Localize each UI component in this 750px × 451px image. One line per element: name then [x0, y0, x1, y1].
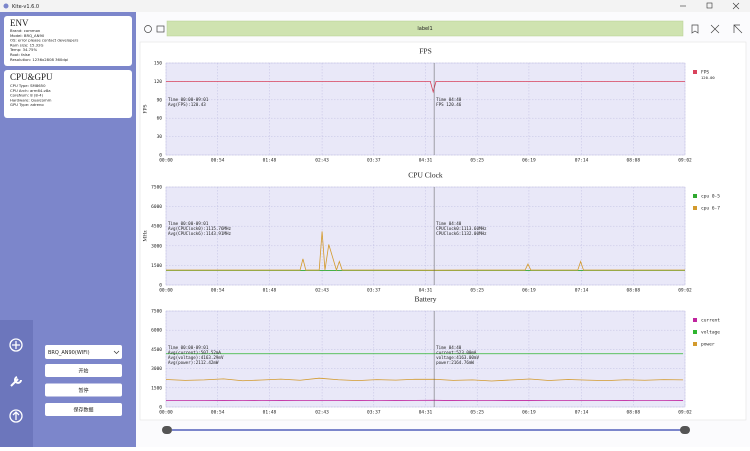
- range-handle-right[interactable]: [680, 426, 690, 434]
- x-tick-label: 07:14: [575, 158, 589, 164]
- y-axis-label: FPS: [142, 104, 148, 113]
- button-label: 保存数据: [73, 407, 93, 414]
- chart-title: CPU Clock: [408, 171, 443, 180]
- x-tick-label: 05:25: [470, 410, 484, 416]
- x-tick-label: 05:25: [470, 288, 484, 294]
- y-tick-label: 4500: [151, 224, 162, 230]
- y-tick-label: 4500: [151, 347, 162, 353]
- chart-title: FPS: [419, 47, 432, 56]
- x-tick-label: 07:14: [575, 288, 589, 294]
- y-axis-label: MHz: [142, 230, 148, 242]
- x-tick-label: 04:31: [419, 288, 433, 294]
- x-tick-label: 00:54: [211, 288, 225, 294]
- y-tick-label: 6000: [151, 204, 162, 210]
- x-tick-label: 09:02: [678, 410, 692, 416]
- y-tick-label: 90: [157, 97, 163, 103]
- y-tick-label: 6000: [151, 328, 162, 334]
- x-tick-label: 01:48: [263, 410, 277, 416]
- x-tick-label: 02:43: [315, 288, 329, 294]
- button-label: 暂停: [78, 387, 88, 394]
- cursor-label: CPUClock6:1132.00MHz: [436, 231, 487, 236]
- x-tick-label: 08:08: [627, 288, 641, 294]
- x-tick-label: 03:37: [367, 288, 381, 294]
- cursor-label: power:2164.76mW: [436, 360, 474, 365]
- legend-swatch: [693, 318, 697, 322]
- title-bar: [0, 0, 750, 12]
- x-tick-label: 06:19: [522, 410, 536, 416]
- cpu-line: GPU Type: adreno: [10, 102, 44, 107]
- legend-swatch: [693, 342, 697, 346]
- env-title: ENV: [10, 18, 29, 28]
- y-tick-label: 1500: [151, 263, 162, 269]
- x-tick-label: 04:31: [419, 410, 433, 416]
- range-handle-left[interactable]: [162, 426, 172, 434]
- x-tick-label: 00:00: [159, 410, 173, 416]
- legend-label: power: [701, 343, 715, 348]
- y-tick-label: 1500: [151, 385, 162, 391]
- legend-label: cpu 0-5: [701, 194, 720, 200]
- x-tick-label: 03:37: [367, 410, 381, 416]
- legend-label: voltage: [701, 330, 720, 336]
- y-tick-label: 150: [154, 61, 162, 67]
- x-tick-label: 01:48: [263, 158, 277, 164]
- legend-note: 120.00: [701, 75, 715, 80]
- cursor-label: FPS 120.46: [436, 102, 462, 107]
- x-tick-label: 00:00: [159, 288, 173, 294]
- stats-annotation: Avg(FPS):120.43: [168, 102, 206, 107]
- x-tick-label: 00:00: [159, 158, 173, 164]
- y-tick-label: 30: [157, 134, 163, 140]
- x-tick-label: 09:02: [678, 158, 692, 164]
- y-tick-label: 3000: [151, 243, 162, 249]
- legend-swatch: [693, 70, 697, 74]
- y-tick-label: 3000: [151, 366, 162, 372]
- env-line: Resolution: 1236x2808 360dpi: [10, 57, 68, 62]
- x-tick-label: 06:19: [522, 288, 536, 294]
- legend-label: current: [701, 318, 720, 324]
- label-text: label1: [417, 26, 432, 32]
- x-tick-label: 01:48: [263, 288, 277, 294]
- x-tick-label: 04:31: [419, 158, 433, 164]
- x-tick-label: 00:54: [211, 158, 225, 164]
- x-tick-label: 02:43: [315, 410, 329, 416]
- button-label: 开始: [78, 368, 88, 375]
- app-icon: [4, 4, 9, 9]
- y-tick-label: 120: [154, 79, 162, 85]
- x-tick-label: 03:37: [367, 158, 381, 164]
- y-tick-label: 7500: [151, 185, 162, 191]
- chart-title: Battery: [414, 295, 436, 304]
- cpu-title: CPU&GPU: [10, 72, 53, 82]
- x-tick-label: 05:25: [470, 158, 484, 164]
- stats-annotation: Avg(CPUClock6):1143.91MHz: [168, 231, 232, 236]
- x-tick-label: 02:43: [315, 158, 329, 164]
- legend-swatch: [693, 194, 697, 198]
- x-tick-label: 06:19: [522, 158, 536, 164]
- x-tick-label: 09:02: [678, 288, 692, 294]
- legend-swatch: [693, 330, 697, 334]
- device-name: BRQ_AN90(WIFI): [48, 350, 90, 356]
- y-tick-label: 7500: [151, 309, 162, 315]
- x-tick-label: 07:14: [575, 410, 589, 416]
- window-title: Kite-v1.6.0: [12, 4, 39, 10]
- x-tick-label: 00:54: [211, 410, 225, 416]
- stats-annotation: Avg(power):2112.42mW: [168, 360, 219, 365]
- y-tick-label: 60: [157, 116, 163, 122]
- legend-label: cpu 6-7: [701, 206, 720, 212]
- x-tick-label: 08:08: [627, 158, 641, 164]
- x-tick-label: 08:08: [627, 410, 641, 416]
- legend-swatch: [693, 206, 697, 210]
